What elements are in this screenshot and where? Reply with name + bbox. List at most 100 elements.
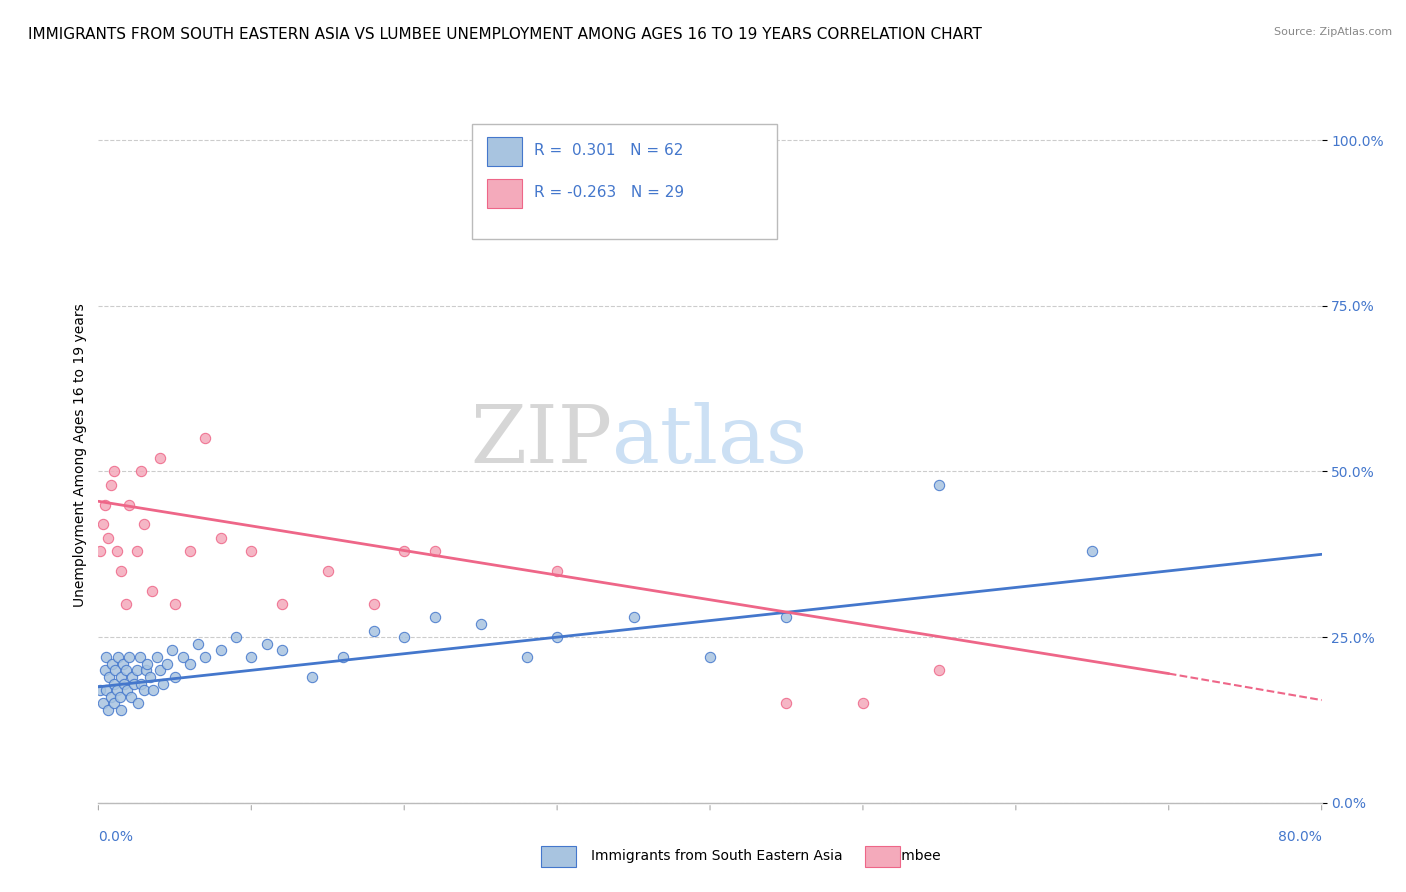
Point <box>135 663 157 677</box>
Text: IMMIGRANTS FROM SOUTH EASTERN ASIA VS LUMBEE UNEMPLOYMENT AMONG AGES 16 TO 19 YE: IMMIGRANTS FROM SOUTH EASTERN ASIA VS LU… <box>28 27 981 42</box>
Point <box>97 531 120 545</box>
Point <box>516 650 538 665</box>
Point <box>332 650 354 665</box>
Point <box>149 663 172 677</box>
Point <box>149 451 172 466</box>
Point <box>141 583 163 598</box>
Text: 0.0%: 0.0% <box>98 830 134 844</box>
Text: atlas: atlas <box>612 402 807 480</box>
Point <box>100 690 122 704</box>
Point <box>93 498 115 512</box>
Text: 80.0%: 80.0% <box>1278 830 1322 844</box>
Point <box>392 630 416 644</box>
Text: Immigrants from South Eastern Asia: Immigrants from South Eastern Asia <box>591 849 842 863</box>
Point <box>107 650 129 665</box>
Point <box>139 670 162 684</box>
Point <box>129 465 152 479</box>
Point <box>134 517 156 532</box>
Point <box>98 670 121 684</box>
Point <box>775 610 797 624</box>
Point <box>179 544 201 558</box>
Point <box>118 498 141 512</box>
Text: Lumbee: Lumbee <box>886 849 942 863</box>
Point <box>108 690 131 704</box>
Point <box>256 637 278 651</box>
Point <box>142 683 165 698</box>
Point <box>104 663 127 677</box>
Point <box>240 650 263 665</box>
Point <box>94 683 117 698</box>
Point <box>160 643 183 657</box>
Point <box>363 597 385 611</box>
Text: R = -0.263   N = 29: R = -0.263 N = 29 <box>534 186 683 200</box>
Point <box>145 650 167 665</box>
Point <box>105 544 128 558</box>
Point <box>97 703 120 717</box>
Point <box>270 643 292 657</box>
Point <box>110 670 132 684</box>
Text: R =  0.301   N = 62: R = 0.301 N = 62 <box>534 144 683 159</box>
Point <box>187 637 209 651</box>
Point <box>163 670 186 684</box>
Point <box>163 597 186 611</box>
Point <box>392 544 416 558</box>
Point <box>179 657 201 671</box>
Text: ZIP: ZIP <box>470 402 612 480</box>
Point <box>852 697 875 711</box>
Point <box>91 697 114 711</box>
Point <box>117 683 139 698</box>
Point <box>120 690 142 704</box>
Point <box>134 683 156 698</box>
Point <box>152 676 174 690</box>
Point <box>775 697 797 711</box>
FancyBboxPatch shape <box>471 124 778 239</box>
Point <box>546 630 568 644</box>
Point <box>103 697 125 711</box>
Point <box>240 544 263 558</box>
Point <box>136 657 159 671</box>
Point <box>209 643 232 657</box>
Point <box>101 657 124 671</box>
Point <box>93 663 115 677</box>
Point <box>115 597 138 611</box>
Point <box>118 650 141 665</box>
Point <box>89 544 111 558</box>
FancyBboxPatch shape <box>488 137 522 166</box>
Text: Source: ZipAtlas.com: Source: ZipAtlas.com <box>1274 27 1392 37</box>
Point <box>115 663 138 677</box>
Point <box>928 663 950 677</box>
Point <box>546 564 568 578</box>
Point <box>363 624 385 638</box>
Point <box>103 465 125 479</box>
Point <box>172 650 194 665</box>
Point <box>270 597 292 611</box>
Point <box>121 670 143 684</box>
Point <box>91 517 114 532</box>
Point <box>194 650 217 665</box>
Point <box>470 616 492 631</box>
Point <box>125 544 148 558</box>
Point <box>699 650 721 665</box>
Point <box>89 683 111 698</box>
Point <box>100 477 122 491</box>
Point <box>128 650 150 665</box>
Point <box>225 630 247 644</box>
Point <box>301 670 323 684</box>
Point <box>928 477 950 491</box>
Point <box>423 610 446 624</box>
Point <box>316 564 339 578</box>
Point <box>127 697 149 711</box>
Point <box>623 610 645 624</box>
Point <box>209 531 232 545</box>
Point <box>125 663 148 677</box>
Point <box>122 676 145 690</box>
Point <box>112 676 135 690</box>
Point <box>103 676 125 690</box>
Point <box>129 676 152 690</box>
Point <box>105 683 128 698</box>
Point <box>194 431 217 445</box>
FancyBboxPatch shape <box>488 178 522 208</box>
Point <box>94 650 117 665</box>
Point <box>111 657 134 671</box>
Point <box>110 564 132 578</box>
